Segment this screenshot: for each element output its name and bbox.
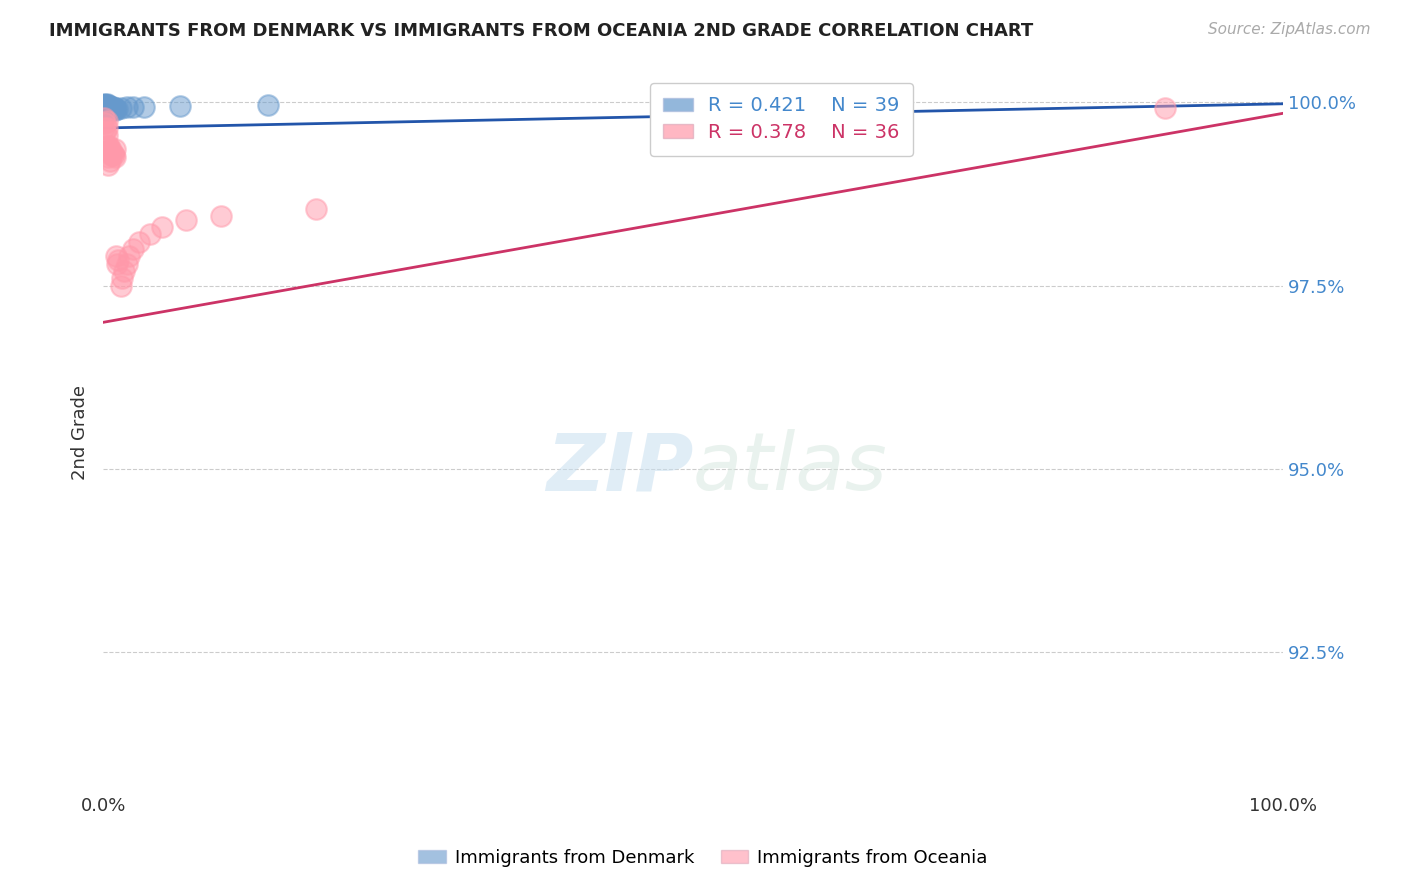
Point (97, 150, 120, 164)
Point (105, 257, 128, 271)
Point (101, 146, 124, 161)
Point (104, 103, 127, 117)
Point (100, 101, 122, 115)
Point (103, 148, 125, 162)
Point (93, 96, 115, 111)
Point (111, 271, 134, 285)
Point (100, 148, 122, 162)
Point (103, 101, 125, 115)
Point (96, 128, 118, 143)
Point (93, 97, 115, 112)
Point (105, 102, 128, 116)
Point (121, 242, 143, 256)
Point (139, 227, 162, 242)
Point (304, 202, 326, 216)
Point (97, 100, 120, 114)
Point (97, 98, 120, 112)
Point (96, 103, 118, 117)
Point (96, 113, 118, 128)
Point (93, 120, 115, 135)
Point (110, 278, 132, 293)
Point (93, 98, 115, 112)
Point (104, 101, 127, 115)
Point (96, 101, 118, 115)
Point (94, 116, 117, 130)
Point (94, 97, 117, 112)
Point (97, 101, 120, 115)
Point (134, 100, 156, 114)
Point (98, 102, 121, 116)
Text: IMMIGRANTS FROM DENMARK VS IMMIGRANTS FROM OCEANIA 2ND GRADE CORRELATION CHART: IMMIGRANTS FROM DENMARK VS IMMIGRANTS FR… (49, 22, 1033, 40)
Point (98, 139, 121, 153)
Point (98, 153, 121, 168)
Point (94, 100, 117, 114)
Point (128, 235, 150, 249)
Point (257, 97, 280, 112)
Point (98, 100, 121, 114)
Point (98, 100, 121, 114)
Point (93, 112, 115, 126)
Y-axis label: 2nd Grade: 2nd Grade (72, 384, 89, 480)
Point (101, 100, 124, 114)
Point (121, 100, 143, 114)
Point (100, 143, 122, 157)
Point (94, 100, 117, 114)
Point (97, 102, 120, 116)
Point (97, 139, 120, 153)
Point (115, 100, 138, 114)
Point (96, 102, 118, 116)
Point (94, 125, 117, 139)
Point (104, 150, 127, 164)
Text: ZIP: ZIP (546, 429, 693, 508)
Point (112, 264, 135, 278)
Point (115, 257, 138, 271)
Point (104, 142, 127, 156)
Point (97, 158, 120, 172)
Point (98, 101, 121, 115)
Text: atlas: atlas (693, 429, 887, 508)
Text: Source: ZipAtlas.com: Source: ZipAtlas.com (1208, 22, 1371, 37)
Point (98, 145, 121, 160)
Point (96, 96, 118, 111)
Point (98, 100, 121, 114)
Point (174, 212, 197, 227)
Point (96, 99, 118, 113)
Point (96, 120, 118, 135)
Point (110, 101, 132, 115)
Legend: Immigrants from Denmark, Immigrants from Oceania: Immigrants from Denmark, Immigrants from… (411, 842, 995, 874)
Point (100, 100, 122, 114)
Legend: R = 0.421    N = 39, R = 0.378    N = 36: R = 0.421 N = 39, R = 0.378 N = 36 (650, 83, 914, 156)
Point (98, 101, 121, 115)
Point (96, 98, 118, 112)
Point (169, 99, 191, 113)
Point (107, 252, 129, 267)
Point (94, 98, 117, 112)
Point (101, 102, 124, 116)
Point (96, 100, 118, 114)
Point (150, 219, 173, 234)
Point (98, 143, 121, 157)
Point (98, 99, 121, 113)
Point (118, 249, 141, 263)
Point (105, 249, 128, 263)
Point (209, 209, 232, 223)
Point (1154, 101, 1177, 115)
